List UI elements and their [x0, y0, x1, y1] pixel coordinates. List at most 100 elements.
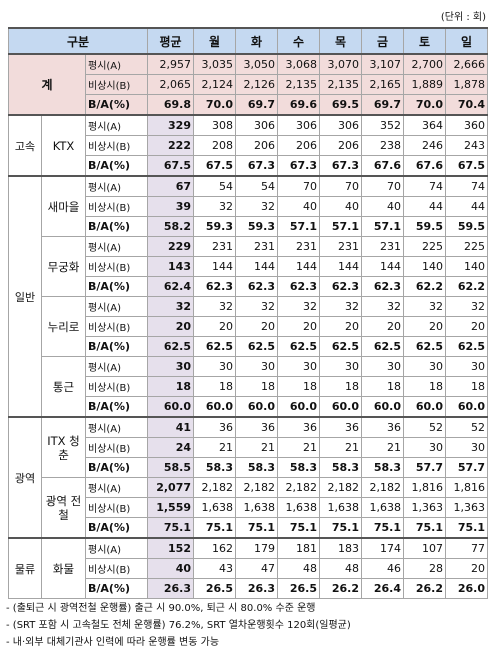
row-label: 평시(A): [85, 356, 148, 377]
sub-label: 새마을: [41, 175, 86, 237]
sub-label: KTX: [41, 114, 86, 177]
cell-value: 67: [147, 175, 194, 197]
cell-value: 60.0: [319, 396, 362, 418]
cell-value: 306: [319, 114, 362, 136]
notes: - (출퇴근 시 광역전철 운행률) 출근 시 90.0%, 퇴근 시 80.0…: [6, 600, 351, 651]
column-header: 일: [445, 27, 488, 55]
sub-label: ITX 청춘: [41, 416, 86, 478]
cell-value: 28: [403, 558, 446, 579]
cell-value: 20: [361, 316, 404, 337]
cell-value: 32: [193, 296, 236, 317]
data-row: 고속 KTX 평시(A) 329 308 306 306 306 352 364 360: [8, 114, 488, 177]
cell-value: 32: [147, 296, 194, 317]
cell-value: 360: [445, 114, 488, 136]
cell-value: 229: [147, 236, 194, 257]
cell-value: 231: [361, 236, 404, 257]
column-header: 수: [277, 27, 320, 55]
cell-value: 2,077: [147, 477, 194, 498]
cell-value: 62.5: [361, 336, 404, 357]
row-label: B/A(%): [85, 517, 148, 539]
column-header: 토: [403, 27, 446, 55]
cell-value: 67.6: [403, 155, 446, 177]
cell-value: 144: [193, 256, 236, 277]
cell-value: 67.3: [319, 155, 362, 177]
cell-value: 21: [361, 437, 404, 458]
cell-value: 144: [361, 256, 404, 277]
row-label: 비상시(B): [85, 376, 148, 397]
sub-label: 화물: [41, 537, 86, 599]
row-label: 비상시(B): [85, 437, 148, 458]
table-body: 계 평시(A) 2,957 3,035 3,050 3,068 3,070 3,107 2,70…: [8, 53, 488, 599]
cell-value: 20: [445, 558, 488, 579]
row-label: B/A(%): [85, 276, 148, 297]
data-row: 비상시(B) 18 18 18 18 18 18 18 18: [9, 376, 488, 397]
cell-value: 58.2: [147, 216, 194, 237]
cell-value: 1,638: [193, 497, 236, 518]
cell-value: 21: [277, 437, 320, 458]
cell-value: 43: [193, 558, 236, 579]
cell-value: 206: [235, 135, 278, 156]
row-label: 비상시(B): [85, 135, 148, 156]
cell-value: 174: [361, 537, 404, 559]
data-row: 통근 평시(A) 30 30 30 30 30 30 30 30: [9, 356, 488, 418]
cell-value: 30: [147, 356, 194, 377]
cell-value: 24: [147, 437, 194, 458]
cell-value: 26.3: [147, 578, 194, 599]
cell-value: 40: [319, 196, 362, 217]
cell-value: 20: [277, 316, 320, 337]
cell-value: 75.1: [403, 517, 446, 539]
cell-value: 30: [277, 356, 320, 377]
cell-value: 231: [193, 236, 236, 257]
cell-value: 62.5: [193, 336, 236, 357]
cell-value: 1,816: [445, 477, 488, 498]
cell-value: 62.2: [403, 276, 446, 297]
row-label: B/A(%): [85, 578, 148, 599]
cell-value: 32: [319, 296, 362, 317]
cell-value: 231: [319, 236, 362, 257]
cell-value: 225: [403, 236, 446, 257]
cell-value: 18: [193, 376, 236, 397]
cell-value: 26.5: [193, 578, 236, 599]
row-label: 비상시(B): [85, 497, 148, 518]
row-label: 평시(A): [85, 236, 148, 257]
cell-value: 62.3: [277, 276, 320, 297]
cell-value: 179: [235, 537, 278, 559]
data-row: 일반 새마을 평시(A) 67 54 54 70 70 70 74 74: [8, 175, 488, 418]
cell-value: 62.5: [445, 336, 488, 357]
cell-value: 75.1: [361, 517, 404, 539]
cell-value: 67.3: [277, 155, 320, 177]
cell-value: 206: [319, 135, 362, 156]
sub-label: 통근: [41, 356, 86, 418]
cell-value: 2,666: [445, 53, 488, 75]
cell-value: 67.5: [193, 155, 236, 177]
cell-value: 36: [193, 416, 236, 438]
cell-value: 58.5: [147, 457, 194, 478]
group-label: 일반: [8, 175, 42, 418]
cell-value: 62.4: [147, 276, 194, 297]
cell-value: 67.6: [361, 155, 404, 177]
cell-value: 1,363: [403, 497, 446, 518]
sub-label: 광역 전철: [41, 477, 86, 539]
cell-value: 75.1: [319, 517, 362, 539]
cell-value: 225: [445, 236, 488, 257]
cell-value: 69.8: [147, 94, 194, 116]
cell-value: 144: [277, 256, 320, 277]
cell-value: 18: [147, 376, 194, 397]
cell-value: 54: [193, 175, 236, 197]
group-label: 고속: [8, 114, 42, 177]
cell-value: 47: [235, 558, 278, 579]
cell-value: 32: [361, 296, 404, 317]
cell-value: 58.3: [319, 457, 362, 478]
cell-value: 60.0: [235, 396, 278, 418]
cell-value: 181: [277, 537, 320, 559]
cell-value: 60.0: [403, 396, 446, 418]
cell-value: 1,638: [361, 497, 404, 518]
data-row: 물류 화물 평시(A) 152 162 179 181 183 174 107 77: [8, 537, 488, 599]
cell-value: 308: [193, 114, 236, 136]
column-header: 월: [193, 27, 236, 55]
column-header: 목: [319, 27, 362, 55]
data-row: 비상시(B) 24 21 21 21 21 21 30 30: [9, 437, 488, 458]
cell-value: 3,035: [193, 53, 236, 75]
cell-value: 67.3: [235, 155, 278, 177]
row-label: 비상시(B): [85, 196, 148, 217]
